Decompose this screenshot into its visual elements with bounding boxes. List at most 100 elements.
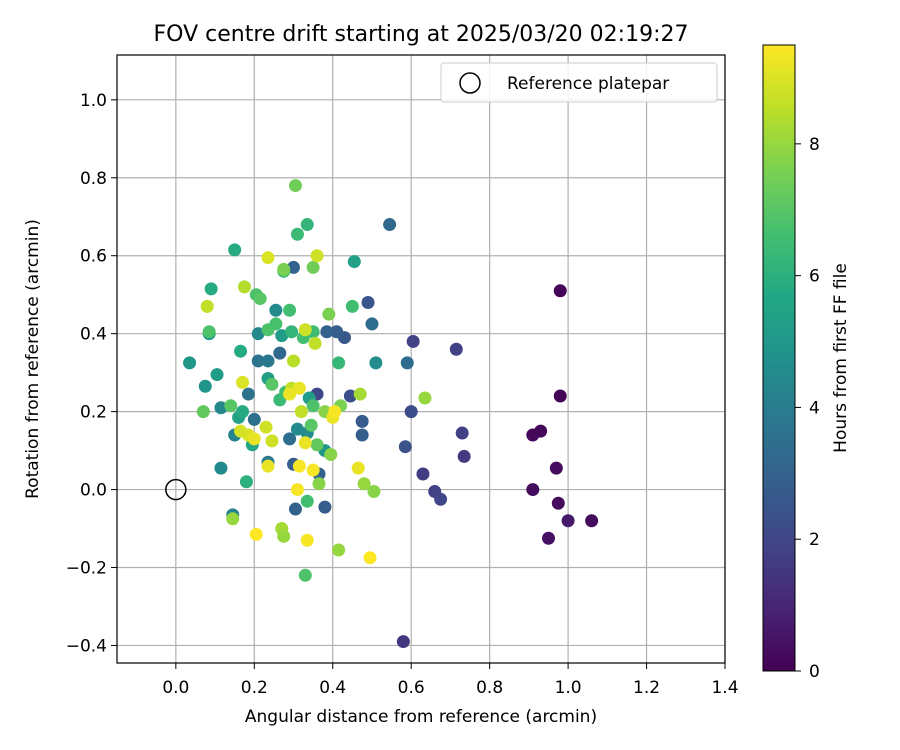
x-tick-label: 0.0 (162, 678, 189, 698)
data-point (324, 447, 338, 461)
legend: Reference platepar (440, 62, 718, 103)
y-axis-ticks: −0.4 −0.2 0.0 0.2 0.4 0.6 0.8 1.0 (66, 91, 117, 656)
colorbar-gradient (762, 44, 796, 672)
data-point (406, 334, 420, 348)
data-point (294, 405, 308, 419)
data-point (224, 399, 238, 413)
y-tick-label: 0.8 (80, 169, 107, 189)
data-point (202, 325, 216, 339)
data-point (308, 336, 322, 350)
reference-marker-group (165, 478, 187, 501)
data-point (418, 391, 432, 405)
data-points (183, 179, 599, 649)
x-tick-label: 1.0 (555, 678, 582, 698)
data-point (265, 377, 279, 391)
data-point (261, 251, 275, 265)
data-point (304, 418, 318, 432)
data-point (290, 227, 304, 241)
data-point (328, 405, 342, 419)
data-point (357, 477, 371, 491)
data-point (214, 401, 228, 415)
data-point (198, 379, 212, 393)
data-point (312, 477, 326, 491)
data-point (383, 218, 397, 232)
data-point (310, 438, 324, 452)
y-axis-label: Rotation from reference (arcmin) (23, 219, 43, 499)
data-point (330, 325, 344, 339)
data-point (396, 635, 410, 649)
data-point (300, 494, 314, 508)
x-tick-label: 1.4 (711, 678, 738, 698)
data-point (287, 354, 301, 368)
colorbar-tick-label: 6 (809, 267, 820, 287)
colorbar-tick-label: 2 (809, 530, 820, 550)
y-tick-label: 0.2 (80, 403, 107, 423)
data-point (241, 387, 255, 401)
data-point (404, 405, 418, 419)
data-point (361, 295, 375, 309)
data-point (249, 527, 263, 541)
data-point (449, 342, 463, 356)
data-point (351, 461, 365, 475)
data-point (247, 412, 261, 426)
data-point (292, 459, 306, 473)
data-point (265, 434, 279, 448)
data-point (298, 323, 312, 337)
data-point (310, 249, 324, 263)
data-point (288, 179, 302, 193)
x-tick-label: 0.4 (319, 678, 346, 698)
colorbar-tick-label: 0 (809, 662, 820, 682)
y-tick-label: 1.0 (80, 91, 107, 111)
data-point (355, 414, 369, 428)
data-point (210, 368, 224, 382)
data-point (239, 475, 253, 489)
data-point (251, 354, 265, 368)
colorbar-label: Hours from first FF file (831, 263, 851, 453)
data-point (269, 317, 283, 331)
legend-label: Reference platepar (507, 74, 669, 94)
data-point (455, 426, 469, 440)
data-point (277, 529, 291, 543)
data-point (228, 243, 242, 257)
legend-marker (459, 72, 481, 94)
data-point (237, 280, 251, 294)
data-point (269, 303, 283, 317)
y-tick-label: 0.4 (80, 325, 107, 345)
data-point (561, 514, 575, 528)
data-point (365, 317, 379, 331)
data-point (214, 461, 228, 475)
data-point (457, 449, 471, 463)
data-point (398, 440, 412, 454)
data-point (400, 356, 414, 370)
data-point (551, 496, 565, 510)
x-tick-label: 0.8 (476, 678, 503, 698)
data-point (234, 424, 248, 438)
data-point (306, 260, 320, 274)
data-point (306, 399, 320, 413)
data-point (288, 502, 302, 516)
data-point (200, 299, 214, 313)
data-point (290, 422, 304, 436)
data-point (204, 282, 218, 296)
data-point (367, 485, 381, 499)
data-point (332, 356, 346, 370)
data-point (332, 543, 346, 557)
data-point (355, 428, 369, 442)
data-point (290, 483, 304, 497)
data-point (236, 405, 250, 419)
data-point (553, 389, 567, 403)
data-point (553, 284, 567, 298)
data-point (283, 387, 297, 401)
data-point (251, 327, 265, 341)
data-point (363, 551, 377, 565)
legend-box (440, 62, 718, 103)
data-point (183, 356, 197, 370)
y-tick-label: 0.0 (80, 481, 107, 501)
data-point (353, 387, 367, 401)
data-point (285, 325, 299, 339)
x-tick-label: 0.6 (398, 678, 425, 698)
data-point (526, 483, 540, 497)
data-point (196, 405, 210, 419)
data-point (253, 292, 267, 306)
data-point (234, 344, 248, 358)
